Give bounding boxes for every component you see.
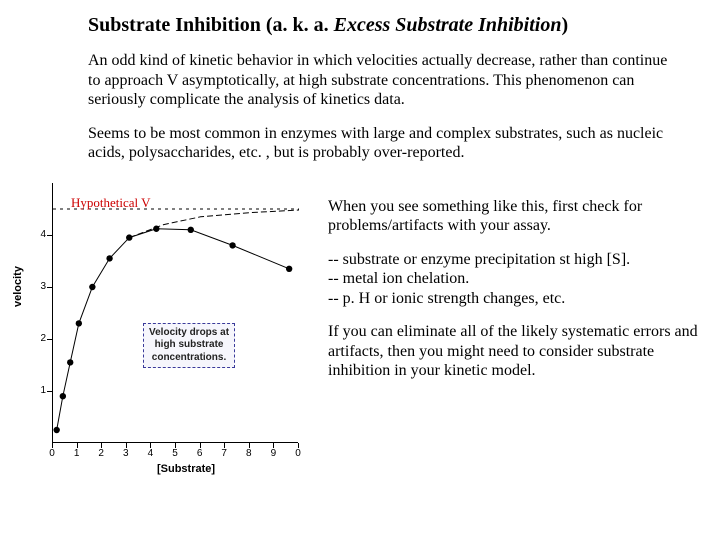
intro-block: An odd kind of kinetic behavior in which… — [88, 51, 670, 110]
y-axis-label: velocity — [12, 266, 24, 307]
y-tick-label: 1 — [32, 385, 46, 396]
title-part1: Substrate Inhibition (a. k. a. — [88, 14, 334, 36]
hypothetical-v-label: Hypothetical V — [71, 195, 151, 211]
right-column: When you see something like this, first … — [320, 177, 710, 395]
callout-line: Velocity drops at — [149, 327, 229, 340]
x-tick-label: 7 — [218, 448, 230, 459]
x-tick-label: 0 — [292, 448, 304, 459]
content-row: velocity Hypothetical V Velocity drops a… — [10, 177, 710, 477]
y-tick — [47, 287, 52, 288]
title-part2: ) — [561, 14, 568, 36]
y-tick — [47, 391, 52, 392]
right-paragraph-2: If you can eliminate all of the likely s… — [328, 322, 700, 381]
y-tick — [47, 339, 52, 340]
page-title: Substrate Inhibition (a. k. a. Excess Su… — [88, 14, 710, 37]
intro-paragraph-1: An odd kind of kinetic behavior in which… — [88, 51, 670, 110]
x-tick-label: 9 — [267, 448, 279, 459]
list-item: -- substrate or enzyme precipitation st … — [328, 250, 700, 270]
x-tick-label: 0 — [46, 448, 58, 459]
chart-column: velocity Hypothetical V Velocity drops a… — [10, 177, 320, 477]
x-axis-label: [Substrate] — [10, 463, 320, 475]
callout-line: concentrations. — [149, 352, 229, 365]
callout-line: high substrate — [149, 339, 229, 352]
chart-svg — [53, 183, 299, 443]
x-tick-label: 2 — [95, 448, 107, 459]
artifact-list: -- substrate or enzyme precipitation st … — [328, 250, 700, 309]
list-item: -- metal ion chelation. — [328, 269, 700, 289]
x-tick-label: 5 — [169, 448, 181, 459]
callout-box: Velocity drops athigh substrateconcentra… — [143, 323, 235, 369]
plot-area: Hypothetical V Velocity drops athigh sub… — [52, 183, 298, 443]
y-tick-label: 2 — [32, 333, 46, 344]
x-tick-label: 4 — [144, 448, 156, 459]
y-tick-label: 4 — [32, 229, 46, 240]
title-italic: Excess Substrate Inhibition — [334, 14, 562, 36]
right-paragraph-1: When you see something like this, first … — [328, 197, 700, 236]
x-tick-label: 6 — [194, 448, 206, 459]
y-tick — [47, 235, 52, 236]
y-tick-label: 3 — [32, 281, 46, 292]
x-tick-label: 1 — [71, 448, 83, 459]
x-tick-label: 8 — [243, 448, 255, 459]
intro-block-2: Seems to be most common in enzymes with … — [88, 124, 670, 163]
list-item: -- p. H or ionic strength changes, etc. — [328, 289, 700, 309]
x-tick-label: 3 — [120, 448, 132, 459]
intro-paragraph-2: Seems to be most common in enzymes with … — [88, 124, 670, 163]
